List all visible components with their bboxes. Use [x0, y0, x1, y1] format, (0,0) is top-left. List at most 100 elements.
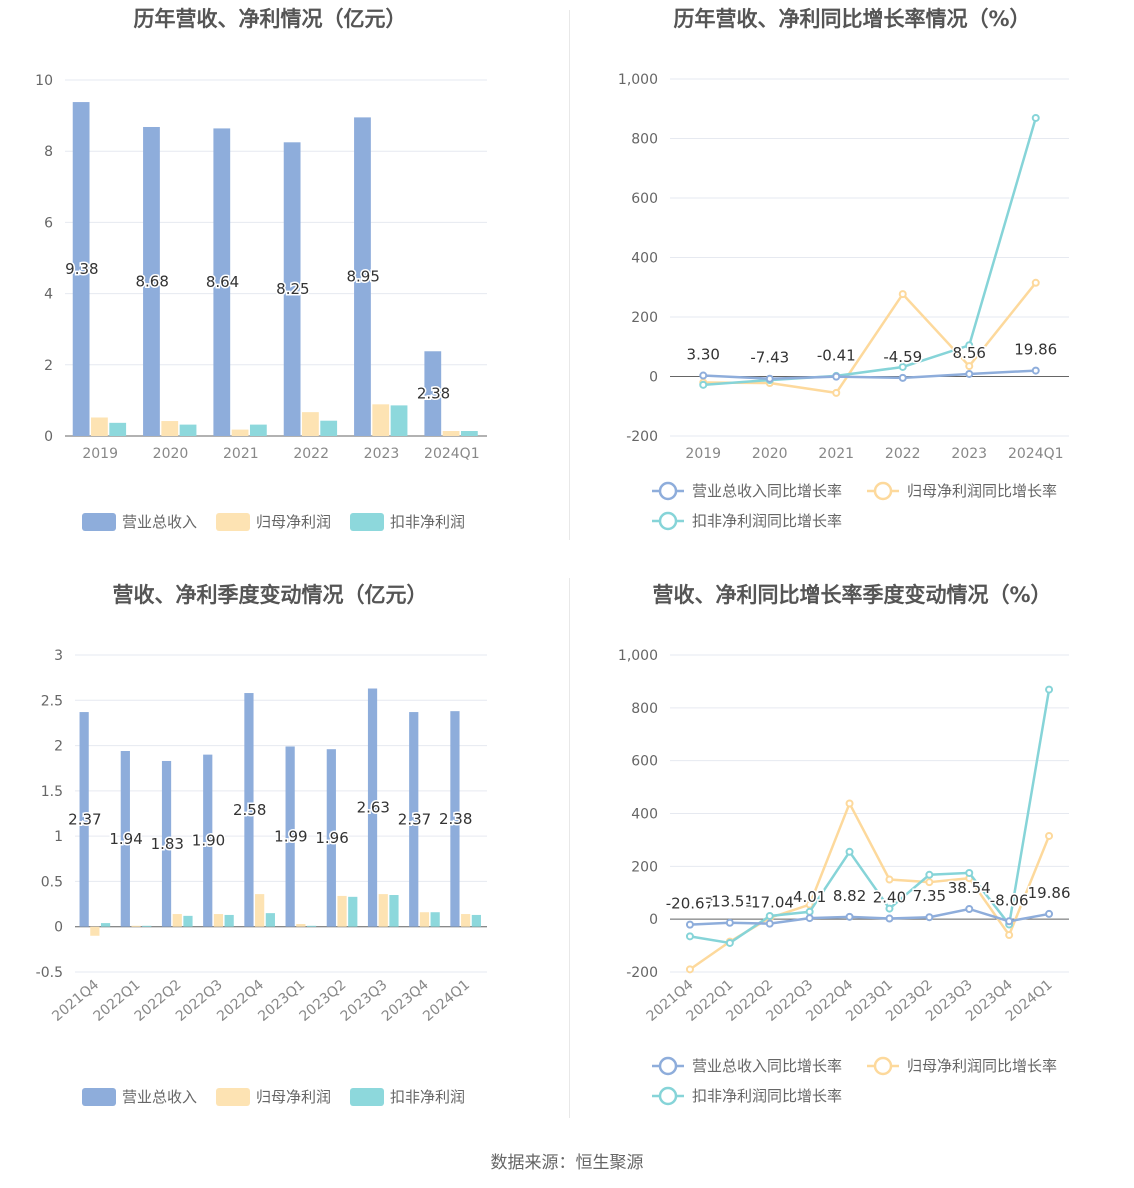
series-line	[689, 800, 1051, 971]
data-label: 8.25	[276, 280, 309, 298]
data-label: 2.38	[417, 385, 450, 403]
y-tick-label: 0	[54, 920, 63, 936]
data-point	[685, 932, 694, 941]
bar	[183, 915, 193, 927]
bar	[90, 926, 100, 936]
series-line	[703, 117, 1037, 387]
data-label: 1.90	[192, 832, 225, 850]
bar	[372, 404, 390, 436]
bar	[337, 895, 347, 927]
data-point	[1045, 831, 1054, 840]
y-tick-label: 0	[44, 429, 53, 445]
data-point	[1005, 917, 1014, 926]
vertical-divider-bottom	[569, 578, 570, 1118]
y-tick-label: 600	[631, 191, 658, 207]
y-tick-label: 600	[631, 754, 658, 770]
y-tick-label: 0	[649, 912, 658, 928]
data-point	[1031, 113, 1040, 122]
legend-label: 扣非净利润同比增长率	[692, 512, 842, 530]
bar	[378, 894, 388, 927]
bar	[424, 351, 442, 436]
data-point	[845, 912, 854, 921]
bar	[161, 760, 172, 927]
series-line	[689, 907, 1050, 926]
data-point	[832, 388, 841, 397]
data-point	[925, 870, 934, 879]
y-tick-label: 200	[631, 859, 658, 875]
chart-title: 历年营收、净利情况（亿元）	[134, 7, 407, 31]
chart-canvas: 营收、净利同比增长率季度变动情况（%） -200 0 200 400 600 800 1,00…	[618, 583, 1072, 1106]
legend-label: 归母净利润	[256, 513, 331, 531]
data-point	[845, 847, 854, 856]
x-tick-label: 2021	[223, 446, 259, 462]
bar	[224, 914, 234, 927]
bar	[450, 711, 460, 927]
y-tick-label: -200	[626, 965, 658, 981]
x-tick-label: 2023	[951, 446, 987, 462]
bar	[306, 925, 317, 927]
data-point	[965, 341, 974, 350]
legend-swatch	[350, 513, 384, 531]
series-line	[689, 689, 1051, 945]
chart-canvas: 历年营收、净利同比增长率情况（%） -200 0 200 400 600 800 1,000 2…	[618, 7, 1069, 531]
x-tick-label: 2021	[818, 446, 854, 462]
x-tick-label: 2024Q1	[420, 977, 473, 1025]
quarterly-growth-rate-chart: 营收、净利同比增长率季度变动情况（%） -200 0 200 400 600 800 1,00…	[567, 575, 1134, 1150]
data-label: -4.59	[883, 348, 922, 366]
annual-revenue-profit-chart: 历年营收、净利情况（亿元） 0 2 4 6 8 10 2019 2020 2021 2022 2023…	[0, 0, 567, 575]
data-point	[898, 373, 907, 382]
quarterly-revenue-profit-chart: 营收、净利季度变动情况（亿元） -0.5 0 0.5 1 1.5 2 2.5 3 2021Q4 20…	[0, 575, 567, 1150]
bar	[231, 429, 249, 436]
bar	[389, 895, 399, 927]
bar	[354, 117, 371, 436]
bar	[72, 102, 90, 437]
bar	[430, 912, 440, 927]
bar	[100, 923, 111, 927]
data-label: 4.01	[793, 888, 826, 906]
data-label: 9.38	[65, 260, 98, 278]
x-tick-label: 2019	[82, 446, 118, 462]
bar	[142, 925, 152, 927]
legend-marker	[873, 481, 893, 501]
data-label: 2.38	[439, 810, 472, 828]
data-point	[725, 938, 734, 947]
bar	[244, 693, 254, 927]
legend-marker	[873, 1056, 893, 1076]
series-line	[703, 369, 1036, 380]
legend-label: 扣非净利润	[390, 513, 465, 531]
data-source-label: 数据来源：恒生聚源	[490, 1153, 644, 1173]
bar	[255, 894, 265, 927]
data-point	[845, 799, 854, 808]
legend-swatch	[350, 1088, 384, 1106]
bar	[442, 431, 460, 436]
data-point	[1045, 685, 1054, 694]
data-point	[699, 371, 708, 380]
data-label: -20.67	[666, 895, 714, 913]
legend-label: 归母净利润同比增长率	[907, 1057, 1057, 1075]
legend-swatch	[82, 513, 116, 531]
data-point	[1031, 278, 1040, 287]
bar	[461, 914, 471, 927]
x-tick-label: 2024Q1	[424, 446, 480, 462]
y-tick-label: 1	[54, 829, 63, 845]
y-tick-label: 3	[54, 648, 63, 664]
bar	[419, 912, 430, 927]
data-label: 8.64	[206, 273, 239, 291]
y-tick-label: 10	[35, 73, 53, 89]
legend-marker	[658, 1086, 678, 1106]
bar	[249, 424, 267, 436]
legend-label: 扣非净利润	[390, 1088, 465, 1106]
bar	[213, 914, 224, 927]
y-tick-label: 400	[631, 807, 658, 823]
y-tick-label: 200	[631, 310, 658, 326]
bar	[91, 417, 108, 436]
data-label: -0.41	[817, 347, 856, 365]
data-label: 8.56	[953, 344, 986, 362]
data-label: -7.43	[750, 349, 789, 367]
x-tick-label: 2020	[153, 446, 189, 462]
data-point	[965, 868, 974, 877]
data-label: -17.04	[746, 894, 794, 912]
data-label: 8.95	[347, 268, 380, 286]
data-label: 8.82	[833, 887, 866, 905]
chart-title: 历年营收、净利同比增长率情况（%）	[673, 7, 1030, 31]
